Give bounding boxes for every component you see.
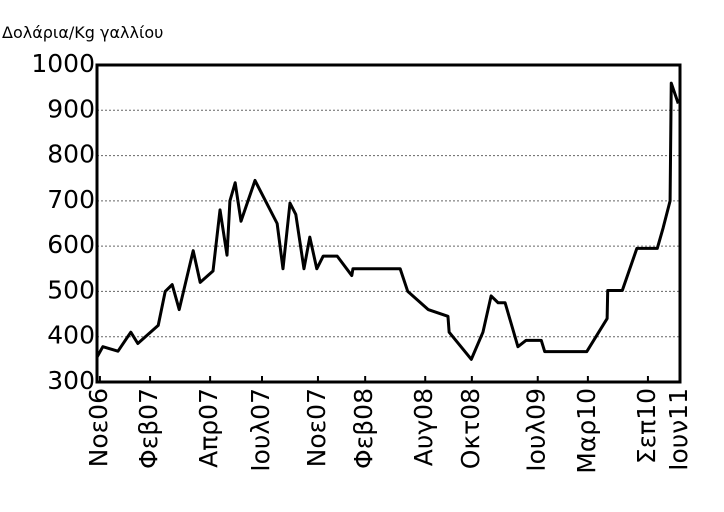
x-tick-label: Οκτ08 [456,388,485,469]
x-tick-label: Φεβ07 [134,388,163,469]
x-tick-label: Αυγ08 [409,388,438,466]
x-tick-label: Ιουλ07 [246,388,275,472]
x-tick-label: Μαρ10 [572,388,601,474]
y-tick-label: 1000 [31,49,95,78]
y-tick-label: 700 [47,185,95,214]
x-tick-label: Απρ07 [194,388,223,468]
y-tick-label: 800 [47,140,95,169]
y-tick-label: 900 [47,94,95,123]
y-axis-label: Δολάρια/Kg γαλλίου [2,23,163,42]
x-tick-label: Ιουλ09 [522,388,551,472]
x-tick-label: Ιουν11 [664,388,693,471]
y-tick-label: 600 [47,230,95,259]
x-tick-label: Νοε06 [84,388,113,467]
plot-frame [95,63,682,384]
y-tick-label: 300 [47,366,95,395]
y-tick-label: 500 [47,275,95,304]
x-tick-label: Σεπ10 [632,388,661,464]
x-tick-label: Φεβ08 [349,388,378,469]
y-tick-label: 400 [47,321,95,350]
data-line [95,81,680,361]
x-tick-label: Νοε07 [302,388,331,467]
